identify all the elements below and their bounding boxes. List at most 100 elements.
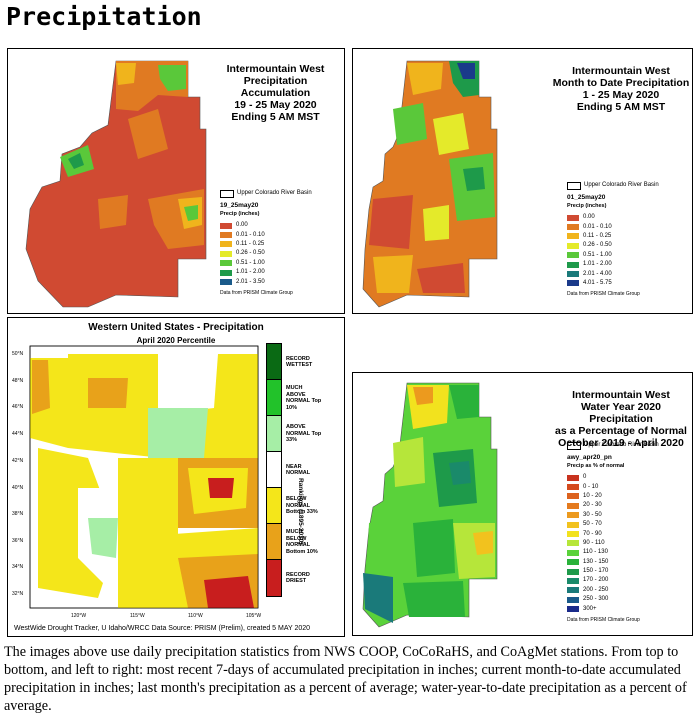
legend-source: Data from PRISM Climate Group: [567, 291, 640, 298]
legend-swatch: [567, 559, 579, 566]
legend-swatch: [220, 241, 232, 248]
legend-row: 0.26 - 0.50: [567, 241, 659, 250]
western-percentile-map: [29, 345, 259, 609]
western-map-footer: WestWide Drought Tracker, U Idaho/WRCC D…: [14, 625, 311, 632]
water-year-map-panel: Intermountain West Water Year 2020 Preci…: [352, 372, 693, 636]
lat-label: 48°N: [12, 378, 24, 384]
legend-row: 0.51 - 1.00: [567, 251, 659, 260]
legend-row: 110 - 130: [567, 548, 659, 557]
lon-label: 115°W: [130, 613, 145, 619]
western-map-subtitle: April 2020 Percentile: [136, 336, 216, 345]
lat-label: 34°N: [12, 564, 24, 570]
percentile-legend-row: BELOW NORMAL Bottom 33%: [266, 487, 322, 525]
legend-swatch: [220, 269, 232, 276]
legend-row: 70 - 90: [567, 529, 659, 538]
legend-row: 0.01 - 0.10: [567, 222, 659, 231]
legend-row: 30 - 50: [567, 511, 659, 520]
legend-swatch: [220, 260, 232, 267]
monthly-precip-map: [362, 60, 498, 308]
water-year-map-title: Intermountain West Water Year 2020 Preci…: [555, 389, 687, 449]
basin-outline-swatch: [567, 181, 581, 190]
percentile-legend-row: ABOVE NORMAL Top 33%: [266, 415, 322, 453]
lat-label: 44°N: [12, 431, 24, 437]
water-year-map: [362, 382, 498, 628]
percentile-legend-row: MUCH ABOVE NORMAL Top 10%: [266, 379, 322, 417]
basin-outline-swatch: [567, 441, 581, 450]
legend-row: 250 - 300: [567, 595, 659, 604]
legend-swatch: [266, 559, 282, 597]
legend-swatch: [567, 596, 579, 603]
legend-swatch: [220, 222, 232, 229]
percentile-legend-row: RECORD WETTEST: [266, 343, 322, 381]
legend-swatch: [567, 484, 579, 491]
lat-label: 46°N: [12, 404, 24, 410]
legend-swatch: [567, 568, 579, 575]
legend-source: Data from PRISM Climate Group: [220, 289, 293, 296]
legend-swatch: [220, 250, 232, 257]
legend-swatch: [567, 474, 579, 481]
monthly-precip-map-panel: Intermountain West Month to Date Precipi…: [352, 48, 693, 314]
basin-label: Upper Colorado River Basin: [584, 182, 659, 188]
legend-unit: Precip as % of normal: [567, 463, 625, 469]
legend-swatch: [266, 415, 282, 453]
legend-row: 0 - 10: [567, 482, 659, 491]
legend-swatch: [567, 521, 579, 528]
legend-swatch: [266, 379, 282, 417]
legend-swatch: [567, 233, 579, 240]
page-title: Precipitation: [6, 2, 202, 31]
legend-row: 170 - 200: [567, 576, 659, 585]
legend-swatch: [266, 343, 282, 381]
legend-swatch: [567, 242, 579, 249]
legend-swatch: [567, 214, 579, 221]
legend-row: 300+: [567, 604, 659, 613]
lat-label: 50°N: [12, 351, 24, 357]
legend-row: 1.01 - 2.00: [567, 260, 659, 269]
legend-swatch: [567, 271, 579, 278]
lat-label: 36°N: [12, 538, 24, 544]
legend-swatch: [567, 531, 579, 538]
legend-swatch: [266, 487, 282, 525]
legend-source: Data from PRISM Climate Group: [567, 616, 640, 623]
lat-label: 38°N: [12, 511, 24, 517]
legend-code: 01_25may20: [567, 194, 606, 201]
legend-code: awy_apr20_pn: [567, 454, 612, 461]
lat-label: 40°N: [12, 485, 24, 491]
legend-unit: Precip (inches): [220, 211, 260, 217]
legend-row: 0.11 - 0.25: [220, 240, 312, 249]
legend-swatch: [567, 261, 579, 268]
legend-row: 0.11 - 0.25: [567, 232, 659, 241]
legend-row: 10 - 20: [567, 492, 659, 501]
legend-row: 50 - 70: [567, 520, 659, 529]
legend-swatch: [567, 587, 579, 594]
legend-row: 0.51 - 1.00: [220, 259, 312, 268]
lon-label: 105°W: [246, 613, 262, 619]
legend-swatch: [266, 451, 282, 489]
legend-swatch: [567, 252, 579, 259]
caption-text: The images above use daily precipitation…: [4, 644, 687, 714]
legend-row: 200 - 250: [567, 586, 659, 595]
legend-swatch: [567, 224, 579, 231]
legend-row: 90 - 110: [567, 539, 659, 548]
rankings-label: Rankings (1895-2010): [297, 478, 304, 545]
legend-row: 130 - 150: [567, 558, 659, 567]
basin-label: Upper Colorado River Basin: [584, 442, 659, 448]
legend-rows: 0.00 0.01 - 0.10 0.11 - 0.25 0.26 - 0.50…: [220, 221, 312, 287]
legend-row: 2.01 - 3.50: [220, 277, 312, 286]
legend-row: 1.01 - 2.00: [220, 268, 312, 277]
basin-label: Upper Colorado River Basin: [237, 190, 312, 196]
legend-row: 0.01 - 0.10: [220, 230, 312, 239]
legend-code: 19_25may20: [220, 202, 259, 209]
lat-label: 32°N: [12, 591, 24, 597]
legend-swatch: [567, 540, 579, 547]
legend-swatch: [567, 512, 579, 519]
legend-row: 0.00: [220, 221, 312, 230]
legend-row: 150 - 170: [567, 567, 659, 576]
monthly-legend: Upper Colorado River Basin 01_25may20 Pr…: [567, 181, 659, 299]
monthly-map-title: Intermountain West Month to Date Precipi…: [552, 65, 690, 113]
lon-label: 110°W: [188, 613, 203, 619]
water-year-legend: Upper Colorado River Basin awy_apr20_pn …: [567, 441, 659, 625]
weekly-legend: Upper Colorado River Basin 19_25may20 Pr…: [220, 189, 312, 298]
lat-label: 42°N: [12, 458, 24, 464]
percentile-legend-row: RECORD DRIEST: [266, 559, 322, 597]
legend-swatch: [567, 493, 579, 500]
